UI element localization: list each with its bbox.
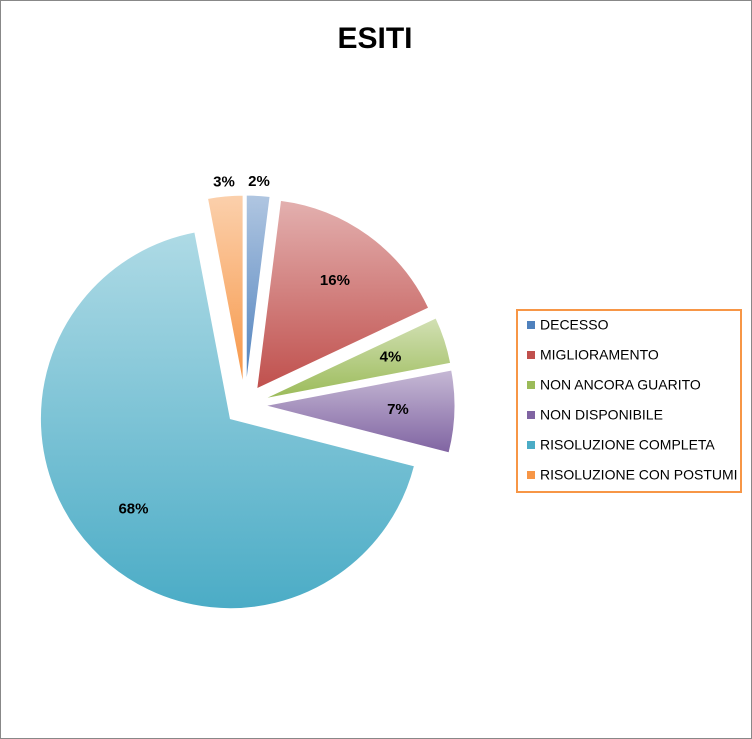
- legend-swatch: [527, 471, 535, 479]
- legend-swatch: [527, 351, 535, 359]
- legend-label: DECESSO: [540, 317, 609, 333]
- value-label: 68%: [118, 501, 148, 518]
- legend-label: NON ANCORA GUARITO: [540, 377, 701, 393]
- value-label: 4%: [380, 349, 402, 366]
- pie-slice: [39, 231, 416, 610]
- pie-slice: [245, 194, 271, 386]
- legend-box: [516, 309, 742, 493]
- legend-label: MIGLIORAMENTO: [540, 347, 659, 363]
- legend-swatch: [527, 441, 535, 449]
- chart-title: ESITI: [337, 22, 412, 55]
- legend-label: RISOLUZIONE CON POSTUMI: [540, 467, 738, 483]
- legend-label: NON DISPONIBILE: [540, 407, 663, 423]
- pie-slice: [256, 199, 430, 390]
- legend-swatch: [527, 321, 535, 329]
- value-label: 16%: [320, 272, 350, 289]
- pie-slice: [206, 194, 244, 386]
- legend-swatch: [527, 411, 535, 419]
- value-label: 3%: [213, 174, 235, 191]
- value-label: 2%: [248, 173, 270, 190]
- pie-slice: [264, 369, 456, 454]
- legend-label: RISOLUZIONE COMPLETA: [540, 437, 715, 453]
- legend-swatch: [527, 381, 535, 389]
- pie-slice: [263, 317, 452, 400]
- value-label: 7%: [387, 401, 409, 418]
